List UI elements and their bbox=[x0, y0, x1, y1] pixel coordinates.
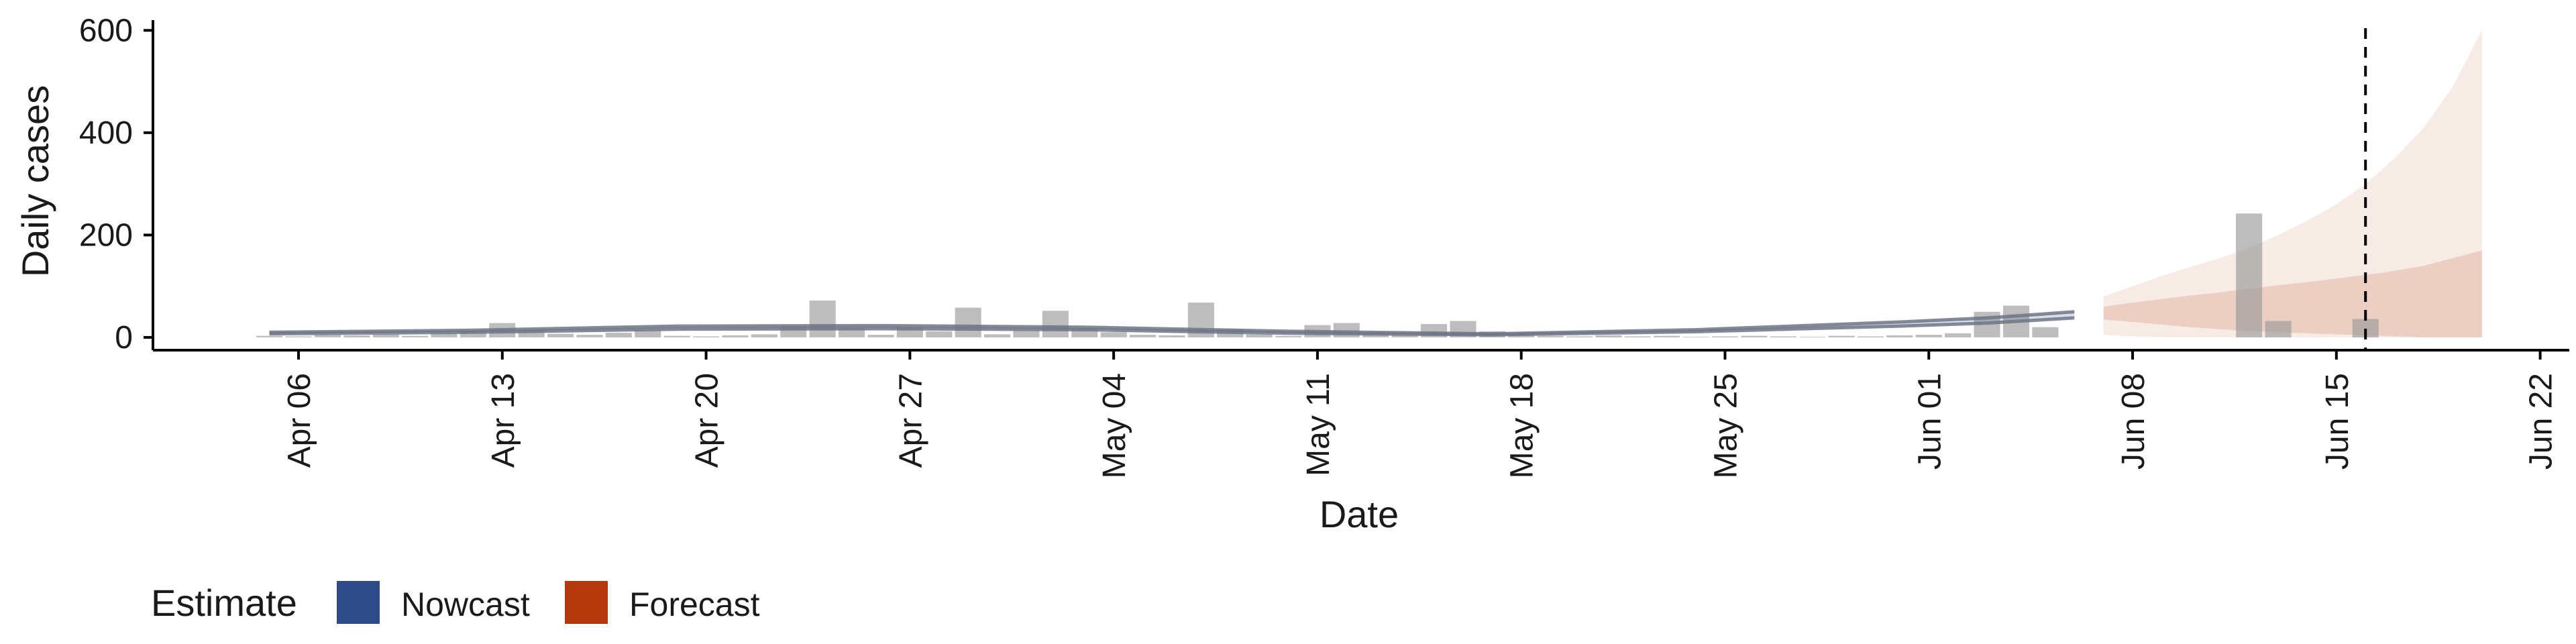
case-bar bbox=[402, 335, 429, 337]
x-tick-label: May 11 bbox=[1301, 373, 1336, 476]
x-tick-label: Jun 08 bbox=[2116, 373, 2151, 470]
case-bar bbox=[460, 331, 486, 337]
case-bar bbox=[926, 331, 953, 337]
case-bar bbox=[1915, 335, 1942, 337]
y-tick-label: 600 bbox=[79, 13, 133, 48]
legend-label-forecast: Forecast bbox=[629, 586, 760, 623]
case-bar bbox=[1159, 335, 1185, 337]
case-bar bbox=[984, 334, 1011, 337]
case-bar bbox=[1711, 336, 1738, 337]
x-tick-label: Jun 22 bbox=[2524, 373, 2559, 470]
x-tick-label: Apr 20 bbox=[690, 373, 725, 468]
x-tick-label: May 18 bbox=[1505, 373, 1540, 478]
legend-title: Estimate bbox=[151, 582, 297, 624]
legend-label-nowcast: Nowcast bbox=[401, 586, 530, 623]
case-bar bbox=[1857, 336, 1884, 337]
nowcast-upper-line bbox=[269, 310, 2075, 336]
case-bar bbox=[1391, 335, 1418, 337]
case-bar bbox=[722, 335, 749, 337]
case-bar bbox=[1537, 335, 1564, 337]
y-axis-title: Daily cases bbox=[14, 85, 56, 277]
case-bar bbox=[256, 335, 283, 337]
case-bar bbox=[1828, 335, 1855, 337]
x-tick-label: May 25 bbox=[1709, 373, 1744, 478]
case-bar bbox=[1945, 333, 1972, 337]
case-bar bbox=[1130, 335, 1157, 337]
case-bar bbox=[1886, 335, 1913, 337]
y-tick-label: 0 bbox=[115, 320, 133, 356]
case-bar bbox=[867, 335, 894, 337]
forecast-inner-band bbox=[2103, 250, 2482, 337]
y-tick-label: 200 bbox=[79, 217, 133, 253]
nowcast-band bbox=[269, 310, 2075, 337]
case-bar bbox=[285, 336, 312, 337]
case-bar bbox=[1624, 336, 1651, 337]
y-axis-ticks: 0 200 400 600 bbox=[79, 13, 153, 356]
case-bar bbox=[1246, 334, 1273, 337]
legend-swatch-forecast bbox=[565, 581, 608, 624]
y-tick-label: 400 bbox=[79, 115, 133, 151]
case-bar bbox=[1013, 330, 1040, 337]
nowcast-lower-line bbox=[269, 316, 2075, 337]
legend-swatch-nowcast bbox=[337, 581, 380, 624]
case-bar bbox=[663, 335, 690, 337]
x-tick-label: Jun 01 bbox=[1912, 373, 1947, 470]
case-bar bbox=[809, 301, 836, 337]
case-bar bbox=[839, 328, 865, 337]
legend: Estimate Nowcast Forecast bbox=[151, 581, 760, 624]
x-tick-label: Apr 06 bbox=[282, 373, 317, 468]
case-bar bbox=[635, 330, 661, 337]
case-bar bbox=[518, 329, 545, 337]
case-bar bbox=[431, 333, 458, 337]
x-tick-label: Jun 15 bbox=[2320, 373, 2355, 470]
case-bar bbox=[1595, 335, 1622, 337]
case-bar bbox=[372, 334, 399, 337]
x-tick-label: May 04 bbox=[1097, 373, 1132, 478]
case-bar bbox=[1566, 336, 1593, 337]
case-bar bbox=[605, 333, 632, 337]
x-tick-label: Apr 13 bbox=[486, 373, 521, 468]
x-axis-title: Date bbox=[1320, 493, 1399, 535]
case-bar bbox=[576, 335, 603, 337]
case-bar bbox=[693, 336, 720, 337]
x-tick-label: Apr 27 bbox=[893, 373, 928, 468]
case-bar bbox=[547, 333, 574, 337]
axes: 0 200 400 600 Apr 06 Apr 13 Apr 20 Apr 27 May 0… bbox=[79, 13, 2569, 478]
case-bar bbox=[1042, 311, 1069, 337]
forecast-outer-band bbox=[2103, 30, 2482, 337]
case-bar bbox=[343, 335, 370, 337]
case-bar bbox=[1741, 335, 1768, 337]
case-bar bbox=[955, 307, 981, 337]
case-bar bbox=[751, 334, 777, 337]
case-bar bbox=[314, 335, 341, 337]
case-bar bbox=[2032, 327, 2059, 337]
case-bar bbox=[1275, 335, 1302, 337]
case-bar bbox=[1100, 332, 1127, 337]
case-bar bbox=[2236, 213, 2263, 337]
case-bar bbox=[1654, 335, 1680, 337]
forecast-bands bbox=[2103, 30, 2482, 337]
case-bar bbox=[1770, 336, 1796, 337]
x-axis-ticks: Apr 06 Apr 13 Apr 20 Apr 27 May 04 May 11 May … bbox=[282, 350, 2559, 478]
case-bar bbox=[2265, 321, 2292, 337]
